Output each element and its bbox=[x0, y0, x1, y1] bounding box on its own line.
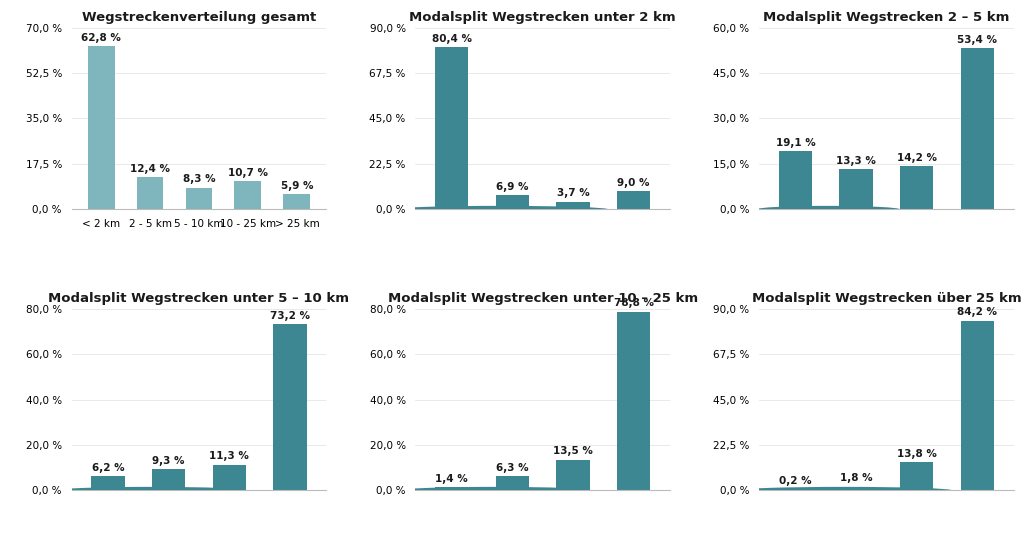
Title: Modalsplit Wegstrecken unter 5 – 10 km: Modalsplit Wegstrecken unter 5 – 10 km bbox=[48, 292, 349, 305]
Bar bbox=[900, 462, 934, 490]
Title: Wegstreckenverteilung gesamt: Wegstreckenverteilung gesamt bbox=[82, 11, 316, 24]
Text: 13,8 %: 13,8 % bbox=[897, 449, 937, 459]
Text: 6,2 %: 6,2 % bbox=[92, 463, 124, 473]
Bar bbox=[284, 194, 310, 209]
Bar bbox=[91, 476, 125, 490]
Circle shape bbox=[781, 233, 872, 237]
Circle shape bbox=[55, 487, 248, 494]
Circle shape bbox=[632, 514, 754, 518]
Circle shape bbox=[713, 514, 851, 518]
Circle shape bbox=[878, 496, 956, 499]
Bar bbox=[900, 166, 934, 209]
Text: 13,3 %: 13,3 % bbox=[837, 156, 877, 165]
Text: 10,7 %: 10,7 % bbox=[228, 168, 268, 178]
Bar bbox=[136, 177, 164, 209]
Bar bbox=[88, 46, 115, 209]
Text: 11,3 %: 11,3 % bbox=[209, 451, 249, 461]
Circle shape bbox=[399, 487, 592, 494]
Title: Modalsplit Wegstrecken unter 10 – 25 km: Modalsplit Wegstrecken unter 10 – 25 km bbox=[388, 292, 697, 305]
Circle shape bbox=[288, 514, 411, 518]
Circle shape bbox=[983, 514, 1024, 518]
Circle shape bbox=[764, 515, 834, 517]
Text: 84,2 %: 84,2 % bbox=[957, 307, 997, 317]
Circle shape bbox=[48, 514, 170, 518]
Text: 5,9 %: 5,9 % bbox=[281, 180, 313, 190]
Circle shape bbox=[753, 515, 831, 517]
Text: 12,4 %: 12,4 % bbox=[130, 164, 170, 174]
Bar bbox=[273, 324, 306, 490]
Text: 6,9 %: 6,9 % bbox=[497, 182, 528, 192]
Circle shape bbox=[780, 233, 858, 236]
Text: 1,8 %: 1,8 % bbox=[840, 473, 872, 483]
Text: 0,2 %: 0,2 % bbox=[779, 476, 812, 486]
Circle shape bbox=[434, 515, 504, 517]
Text: 78,8 %: 78,8 % bbox=[613, 299, 653, 309]
Circle shape bbox=[827, 233, 880, 236]
Bar bbox=[617, 191, 650, 209]
Circle shape bbox=[409, 233, 487, 236]
Circle shape bbox=[961, 233, 1024, 237]
Title: Modalsplit Wegstrecken unter 2 km: Modalsplit Wegstrecken unter 2 km bbox=[410, 11, 676, 24]
Bar bbox=[213, 465, 246, 490]
Bar bbox=[779, 152, 812, 209]
Circle shape bbox=[539, 496, 608, 499]
Bar bbox=[556, 202, 590, 209]
Circle shape bbox=[639, 233, 777, 237]
Text: 80,4 %: 80,4 % bbox=[432, 34, 472, 44]
Circle shape bbox=[393, 206, 609, 213]
Bar bbox=[435, 47, 468, 209]
Circle shape bbox=[757, 206, 900, 213]
Text: 1,4 %: 1,4 % bbox=[435, 473, 468, 483]
Bar bbox=[556, 460, 590, 490]
Circle shape bbox=[370, 233, 507, 237]
Bar bbox=[152, 469, 185, 490]
Text: 6,3 %: 6,3 % bbox=[496, 463, 528, 473]
Text: 53,4 %: 53,4 % bbox=[957, 35, 997, 45]
Bar bbox=[496, 196, 529, 209]
Text: 9,3 %: 9,3 % bbox=[153, 456, 185, 466]
Text: 19,1 %: 19,1 % bbox=[775, 138, 815, 148]
Circle shape bbox=[392, 514, 514, 518]
Circle shape bbox=[736, 487, 952, 494]
Text: 13,5 %: 13,5 % bbox=[553, 446, 593, 456]
Title: Modalsplit Wegstrecken 2 – 5 km: Modalsplit Wegstrecken 2 – 5 km bbox=[763, 11, 1010, 24]
Bar bbox=[840, 169, 872, 209]
Bar bbox=[961, 320, 994, 490]
Text: 9,0 %: 9,0 % bbox=[617, 178, 650, 188]
Bar bbox=[961, 48, 994, 209]
Circle shape bbox=[195, 496, 264, 499]
Circle shape bbox=[420, 515, 489, 517]
Circle shape bbox=[534, 216, 612, 218]
Title: Modalsplit Wegstrecken über 25 km: Modalsplit Wegstrecken über 25 km bbox=[752, 292, 1021, 305]
Bar bbox=[185, 188, 212, 209]
Text: 8,3 %: 8,3 % bbox=[182, 174, 215, 184]
Text: 73,2 %: 73,2 % bbox=[270, 311, 310, 321]
Text: 3,7 %: 3,7 % bbox=[557, 188, 590, 198]
Bar bbox=[617, 311, 650, 490]
Bar bbox=[435, 487, 468, 490]
Text: 14,2 %: 14,2 % bbox=[897, 153, 937, 163]
Text: 62,8 %: 62,8 % bbox=[81, 33, 121, 43]
Bar bbox=[840, 486, 872, 490]
Bar bbox=[496, 476, 529, 490]
Circle shape bbox=[891, 216, 943, 218]
Circle shape bbox=[90, 515, 160, 517]
Bar bbox=[234, 182, 261, 209]
